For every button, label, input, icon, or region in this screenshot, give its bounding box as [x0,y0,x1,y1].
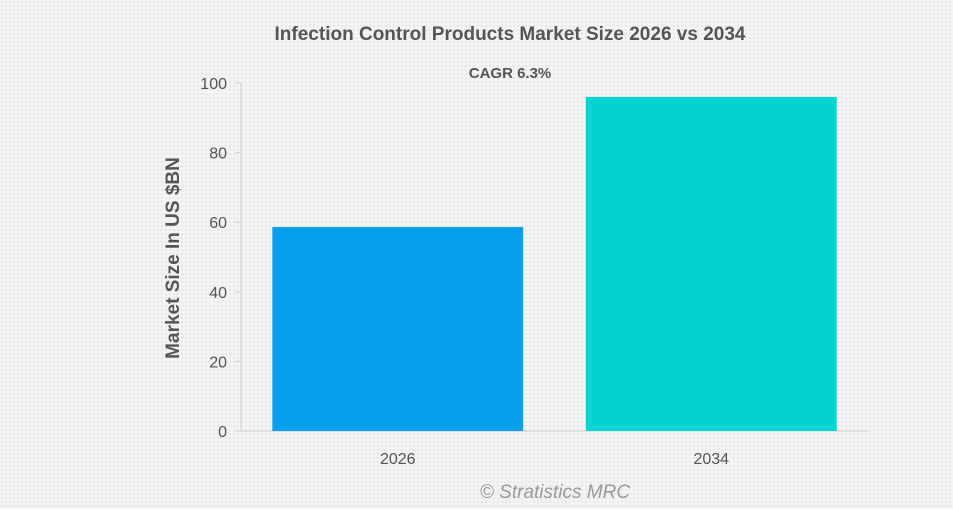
bar-2026 [272,227,524,431]
y-tick-label: 100 [200,76,227,93]
bar-2034 [585,96,837,432]
watermark: © Stratistics MRC [480,482,630,503]
bars [272,96,837,432]
x-tick-label: 2026 [380,451,416,468]
chart-subtitle: CAGR 6.3% [469,65,552,82]
y-tick-label: 20 [209,354,227,371]
y-tick-label: 40 [209,285,227,302]
x-axis: 2026 2034 [241,430,868,468]
y-axis: 0 20 40 60 80 100 [200,76,242,441]
x-tick-label: 2034 [693,451,729,468]
y-tick-label: 0 [218,424,227,441]
chart-title: Infection Control Products Market Size 2… [275,24,746,45]
y-tick-label: 80 [209,146,227,163]
y-axis-label: Market Size In US $BN [163,157,184,359]
y-tick-label: 60 [209,215,227,232]
